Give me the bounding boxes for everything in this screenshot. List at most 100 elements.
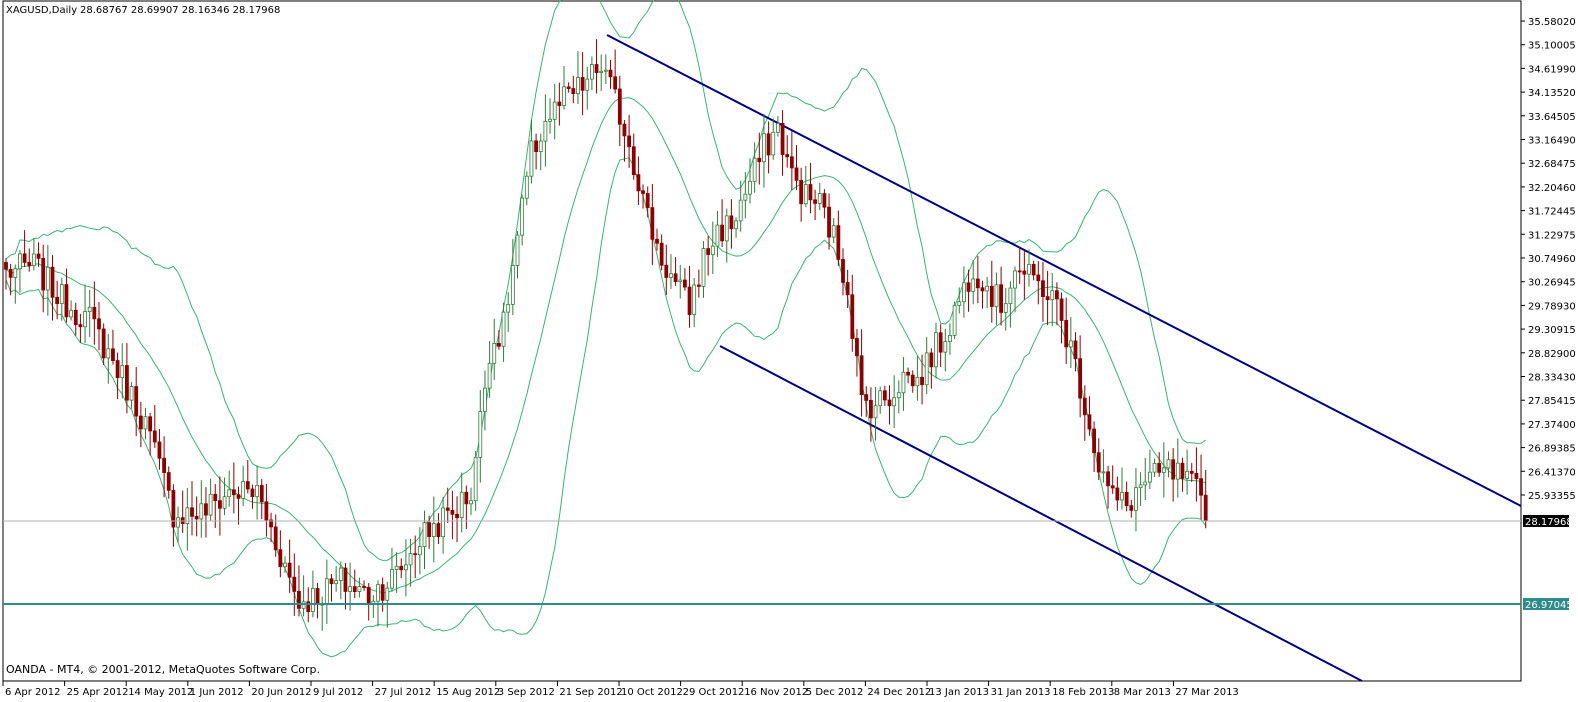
candle-body bbox=[78, 324, 83, 328]
candle-body bbox=[985, 285, 990, 292]
price-label: 29.30915 bbox=[1528, 325, 1576, 336]
candle-body bbox=[538, 140, 543, 153]
candle-body bbox=[4, 262, 8, 270]
candle-body bbox=[989, 285, 994, 307]
candle-body bbox=[487, 362, 492, 389]
candle-body bbox=[971, 278, 976, 292]
candle-body bbox=[36, 253, 41, 259]
candle-body bbox=[557, 101, 562, 106]
candle-body bbox=[83, 311, 87, 328]
candle-body bbox=[194, 515, 199, 520]
candle-body bbox=[943, 341, 948, 353]
price-label: 31.72445 bbox=[1528, 207, 1576, 218]
candle-body bbox=[125, 365, 129, 401]
chart-frame bbox=[2, 0, 1522, 682]
candle-body bbox=[297, 590, 301, 609]
candle-body bbox=[227, 489, 232, 498]
candle-body bbox=[520, 197, 525, 236]
candle-body bbox=[938, 332, 943, 353]
candle-body bbox=[710, 245, 715, 255]
candle-body bbox=[831, 225, 836, 238]
price-label: 31.22975 bbox=[1528, 230, 1576, 241]
candle-body bbox=[1134, 487, 1138, 511]
candle-body bbox=[190, 507, 194, 517]
time-label: 20 Jun 2012 bbox=[251, 687, 311, 698]
candle-body bbox=[236, 494, 241, 499]
candle-body bbox=[920, 376, 924, 386]
candle-body bbox=[469, 500, 473, 505]
horizontal-lines bbox=[3, 520, 1521, 606]
candle-body bbox=[348, 586, 353, 592]
time-label: 15 Aug 2012 bbox=[436, 687, 500, 698]
time-label: 13 Jan 2013 bbox=[929, 687, 989, 698]
candle-body bbox=[896, 392, 901, 399]
candle-body bbox=[576, 77, 580, 95]
time-label: 6 Apr 2012 bbox=[5, 687, 60, 698]
candle-body bbox=[111, 348, 115, 361]
candle-body bbox=[617, 88, 622, 125]
candle-body bbox=[1161, 467, 1166, 473]
time-label: 27 Mar 2013 bbox=[1175, 687, 1238, 698]
candle-body bbox=[659, 242, 664, 266]
candle-body bbox=[441, 507, 446, 538]
price-label: 27.37400 bbox=[1528, 420, 1576, 431]
candle-body bbox=[1055, 290, 1059, 300]
candle-body bbox=[627, 135, 631, 148]
price-label: 33.16490 bbox=[1528, 136, 1576, 147]
candle-body bbox=[799, 179, 804, 205]
candle-body bbox=[813, 199, 817, 204]
channel-lower-line[interactable] bbox=[719, 345, 1363, 682]
candle-body bbox=[1194, 472, 1199, 480]
candle-body bbox=[1166, 459, 1171, 469]
candle-body bbox=[473, 457, 478, 502]
candle-body bbox=[1087, 414, 1092, 430]
price-label: 34.61990 bbox=[1528, 64, 1576, 75]
symbol-timeframe: XAGUSD,Daily bbox=[6, 5, 77, 16]
candle-body bbox=[859, 355, 864, 395]
candle-body bbox=[143, 416, 148, 430]
candle-body bbox=[701, 248, 706, 287]
candle-body bbox=[422, 522, 427, 548]
bollinger-lower bbox=[5, 157, 1207, 658]
channel-upper-line[interactable] bbox=[606, 34, 1522, 507]
candle-body bbox=[106, 348, 111, 359]
candle-body bbox=[664, 264, 669, 278]
candle-body bbox=[478, 411, 483, 458]
candle-body bbox=[32, 253, 36, 267]
time-label: 24 Dec 2012 bbox=[867, 687, 931, 698]
candle-body bbox=[250, 488, 255, 498]
candle-body bbox=[571, 88, 576, 95]
candle-body bbox=[73, 309, 78, 326]
time-label: 3 Sep 2012 bbox=[498, 687, 555, 698]
candle-body bbox=[906, 371, 910, 376]
candle-body bbox=[822, 193, 827, 208]
candle-body bbox=[450, 509, 455, 515]
candle-body bbox=[869, 400, 873, 419]
candle-body bbox=[980, 287, 985, 292]
candle-body bbox=[548, 118, 552, 122]
candle-body bbox=[845, 282, 850, 296]
candle-body bbox=[1138, 484, 1143, 489]
time-label: 8 Mar 2013 bbox=[1114, 687, 1171, 698]
candle-body bbox=[148, 416, 153, 432]
candle-body bbox=[510, 264, 515, 305]
candle-body bbox=[748, 180, 752, 195]
candle-body bbox=[543, 120, 548, 142]
candle-body bbox=[850, 294, 855, 339]
candle-body bbox=[13, 268, 18, 278]
candle-body bbox=[999, 284, 1003, 313]
candle-body bbox=[952, 304, 957, 336]
candle-body bbox=[22, 253, 27, 263]
candle-body bbox=[292, 576, 297, 592]
candle-body bbox=[171, 489, 176, 528]
candle-body bbox=[882, 390, 887, 401]
candle-body bbox=[683, 279, 687, 288]
candle-body bbox=[1152, 462, 1157, 473]
candle-body bbox=[1068, 340, 1073, 348]
candle-body bbox=[129, 386, 134, 401]
candle-body bbox=[1078, 358, 1083, 399]
candle-body bbox=[808, 184, 813, 201]
candle-body bbox=[1110, 485, 1115, 489]
